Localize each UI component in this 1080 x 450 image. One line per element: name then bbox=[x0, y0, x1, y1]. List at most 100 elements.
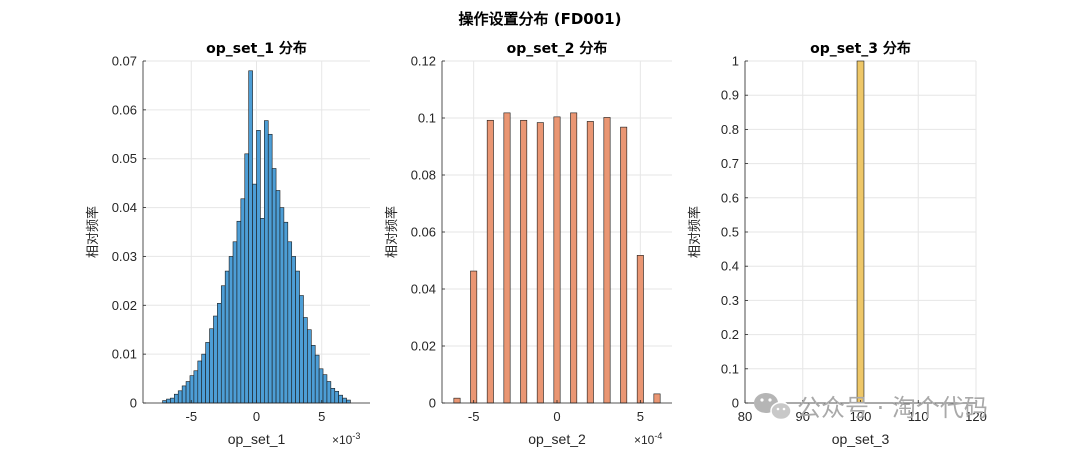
bar bbox=[177, 390, 183, 404]
bars bbox=[856, 60, 865, 404]
bar bbox=[267, 133, 273, 404]
x-tick-label: 120 bbox=[965, 409, 987, 424]
bar bbox=[453, 397, 461, 404]
y-tick-label: 0 bbox=[429, 396, 436, 411]
bar bbox=[486, 119, 494, 404]
bar bbox=[228, 256, 234, 404]
wechat-icon bbox=[754, 393, 792, 421]
y-tick-label: 0.07 bbox=[112, 54, 137, 69]
subplot-2-title: op_set_2 分布 bbox=[507, 40, 608, 57]
bar bbox=[170, 397, 175, 404]
bar bbox=[322, 374, 328, 404]
subplot-op-set-1: op_set_1 分布 op_set_1 相对频率 ×10-3 0 0.01 0.0… bbox=[85, 40, 370, 447]
subplot-1-ylabel: 相对频率 bbox=[85, 206, 101, 258]
bars bbox=[162, 70, 351, 404]
bar bbox=[189, 375, 195, 404]
bar bbox=[181, 385, 187, 404]
y-tick-label: 0.8 bbox=[721, 122, 739, 137]
x-tick-label: 0 bbox=[253, 409, 260, 424]
x-tick-label: 80 bbox=[738, 409, 752, 424]
bar bbox=[224, 270, 230, 404]
y-tick-label: 0.5 bbox=[721, 225, 739, 240]
bar bbox=[217, 303, 222, 404]
subplot-op-set-2: op_set_2 分布 op_set_2 相对频率 ×10-4 0 0.02 0.0… bbox=[384, 40, 672, 447]
bar bbox=[586, 121, 594, 404]
bar bbox=[260, 218, 265, 404]
bar bbox=[342, 397, 347, 404]
bar bbox=[570, 112, 578, 404]
bar bbox=[283, 221, 289, 404]
bar bbox=[334, 390, 339, 404]
y-tick-label: 0.05 bbox=[112, 151, 137, 166]
bar bbox=[310, 345, 316, 404]
bar bbox=[185, 381, 191, 404]
bar bbox=[271, 168, 277, 404]
bar bbox=[287, 241, 293, 404]
subplot-3-ylabel: 相对频率 bbox=[687, 206, 703, 258]
bar bbox=[174, 393, 179, 404]
bar bbox=[603, 117, 611, 404]
bar bbox=[197, 360, 203, 404]
y-tick-label: 0.1 bbox=[721, 361, 739, 376]
bar bbox=[291, 256, 296, 404]
y-tick-label: 0.3 bbox=[721, 293, 739, 308]
bar bbox=[248, 70, 253, 404]
y-tick-label: 0.04 bbox=[112, 200, 137, 215]
y-tick-label: 0 bbox=[732, 396, 739, 411]
y-tick-label: 0.06 bbox=[411, 225, 436, 240]
bar bbox=[307, 329, 312, 404]
y-tick-label: 0.9 bbox=[721, 88, 739, 103]
x-tick-label: 0 bbox=[553, 409, 560, 424]
subplot-op-set-3: op_set_3 分布 op_set_3 相对频率 0 0.1 0.2 0.3 0.4 0… bbox=[687, 40, 987, 447]
bar bbox=[240, 198, 246, 404]
subplot-1-x-exponent: ×10-3 bbox=[332, 431, 360, 447]
y-tick-label: 0.2 bbox=[721, 327, 739, 342]
watermark-text: 公众号 · 淘个代码 bbox=[797, 394, 988, 422]
bar bbox=[653, 393, 661, 404]
bar bbox=[264, 120, 269, 404]
subplot-3-title: op_set_3 分布 bbox=[810, 40, 911, 57]
x-tick-label: 5 bbox=[318, 409, 325, 424]
bar bbox=[295, 270, 300, 404]
bar bbox=[256, 130, 261, 404]
y-tick-label: 1 bbox=[732, 54, 739, 69]
bar bbox=[193, 370, 199, 404]
x-tick-label: 5 bbox=[637, 409, 644, 424]
bar bbox=[636, 255, 644, 404]
y-tick-label: 0.06 bbox=[112, 102, 137, 117]
x-tick-label: 100 bbox=[850, 409, 872, 424]
bar bbox=[275, 190, 281, 404]
y-tick-label: 0.02 bbox=[411, 339, 436, 354]
y-tick-label: 0.6 bbox=[721, 190, 739, 205]
bar bbox=[201, 353, 206, 404]
bar bbox=[166, 398, 171, 404]
subplot-3-xlabel: op_set_3 bbox=[832, 431, 890, 447]
x-tick-label: -5 bbox=[185, 409, 197, 424]
bar bbox=[553, 116, 561, 404]
bar bbox=[232, 241, 238, 404]
bar bbox=[330, 388, 336, 404]
y-tick-label: 0.4 bbox=[721, 259, 739, 274]
bar bbox=[856, 60, 865, 404]
y-tick-label: 0.02 bbox=[112, 298, 137, 313]
y-tick-label: 0.08 bbox=[411, 168, 436, 183]
y-tick-label: 0.12 bbox=[411, 54, 436, 69]
x-tick-label: 90 bbox=[796, 409, 810, 424]
bar bbox=[279, 207, 285, 404]
y-tick-label: 0.03 bbox=[112, 249, 137, 264]
watermark: 公众号 · 淘个代码 bbox=[754, 393, 988, 422]
bar bbox=[244, 153, 249, 404]
bar bbox=[318, 368, 324, 404]
bar bbox=[205, 342, 210, 404]
y-tick-label: 0.04 bbox=[411, 282, 436, 297]
bar bbox=[252, 183, 257, 404]
bar bbox=[314, 354, 320, 404]
bars bbox=[453, 112, 661, 404]
bar bbox=[220, 285, 226, 404]
bar bbox=[470, 270, 478, 404]
subplot-1-xlabel: op_set_1 bbox=[228, 431, 286, 447]
figure-title: 操作设置分布 (FD001) bbox=[459, 10, 622, 28]
bar bbox=[303, 317, 308, 404]
subplot-2-ylabel: 相对频率 bbox=[384, 206, 400, 258]
